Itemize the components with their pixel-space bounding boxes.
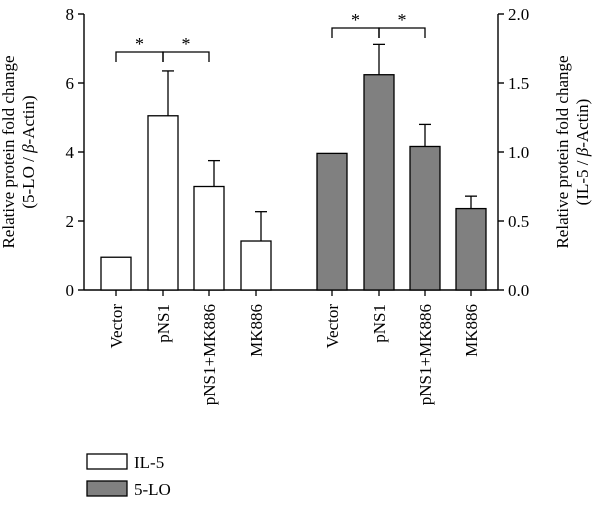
category-label: pNS1+MK886: [200, 304, 219, 405]
bar-5-lo-0: [316, 152, 348, 291]
bar-il-5-1: [147, 115, 179, 291]
bar-5-lo-3: [455, 207, 487, 291]
significance-star: *: [351, 10, 360, 30]
left-tick-label: 4: [66, 143, 75, 162]
bar-5-lo-2: [409, 145, 441, 291]
right-tick-label: 2.0: [508, 5, 529, 24]
legend-label: IL-5: [134, 453, 164, 472]
category-label-text: pNS1+MK886: [416, 304, 435, 405]
category-label-text: pNS1: [370, 304, 389, 343]
significance-star: *: [135, 34, 144, 54]
significance-star: *: [398, 10, 407, 30]
significance-bracket: [162, 51, 210, 62]
left-axis-title: Relative protein fold change (5-LO / β-Ac…: [0, 55, 38, 248]
category-label-text: pNS1: [154, 304, 173, 343]
bar-il-5-2: [193, 185, 225, 291]
bars: [100, 27, 487, 291]
legend-swatch: [86, 480, 128, 497]
legend: IL-5 5-LO: [86, 453, 171, 499]
labels: 0 2 4 6 8 0.0 0.5 1.0 1.5 2.0 Relative protein fol…: [0, 5, 592, 405]
right-tick-label: 1.0: [508, 143, 529, 162]
category-label-text: Vector: [107, 304, 126, 349]
category-label: pNS1: [370, 304, 389, 343]
right-axis-title-line1: Relative protein fold change: [553, 55, 572, 248]
category-label: MK886: [247, 304, 266, 357]
category-label: pNS1+MK886: [416, 304, 435, 405]
left-tick-label: 0: [66, 281, 75, 300]
left-tick-label: 6: [66, 74, 75, 93]
category-label: Vector: [107, 304, 126, 349]
category-label-text: Vector: [323, 304, 342, 349]
category-label-text: MK886: [462, 304, 481, 357]
bar-il-5-0: [100, 256, 132, 291]
right-axis-title: Relative protein fold change (IL-5 / β-Ac…: [553, 55, 592, 248]
significance-bracket: [378, 27, 426, 38]
right-axis-title-line2: (IL-5 / β-Actin): [573, 99, 592, 206]
left-axis-title-line2: (5-LO / β-Actin): [19, 95, 38, 208]
left-tick-label: 2: [66, 212, 75, 231]
right-tick-label: 0.0: [508, 281, 529, 300]
legend-swatch: [86, 453, 128, 470]
category-label-text: pNS1+MK886: [200, 304, 219, 405]
category-label-text: MK886: [247, 304, 266, 357]
left-axis-title-line1: Relative protein fold change: [0, 55, 18, 248]
bar-5-lo-1: [363, 74, 395, 291]
significance-star: *: [182, 34, 191, 54]
bar-il-5-3: [240, 240, 272, 291]
left-tick-label: 8: [66, 5, 75, 24]
right-tick-label: 1.5: [508, 74, 529, 93]
right-tick-label: 0.5: [508, 212, 529, 231]
category-label: Vector: [323, 304, 342, 349]
category-label: pNS1: [154, 304, 173, 343]
legend-label: 5-LO: [134, 480, 171, 499]
category-label: MK886: [462, 304, 481, 357]
